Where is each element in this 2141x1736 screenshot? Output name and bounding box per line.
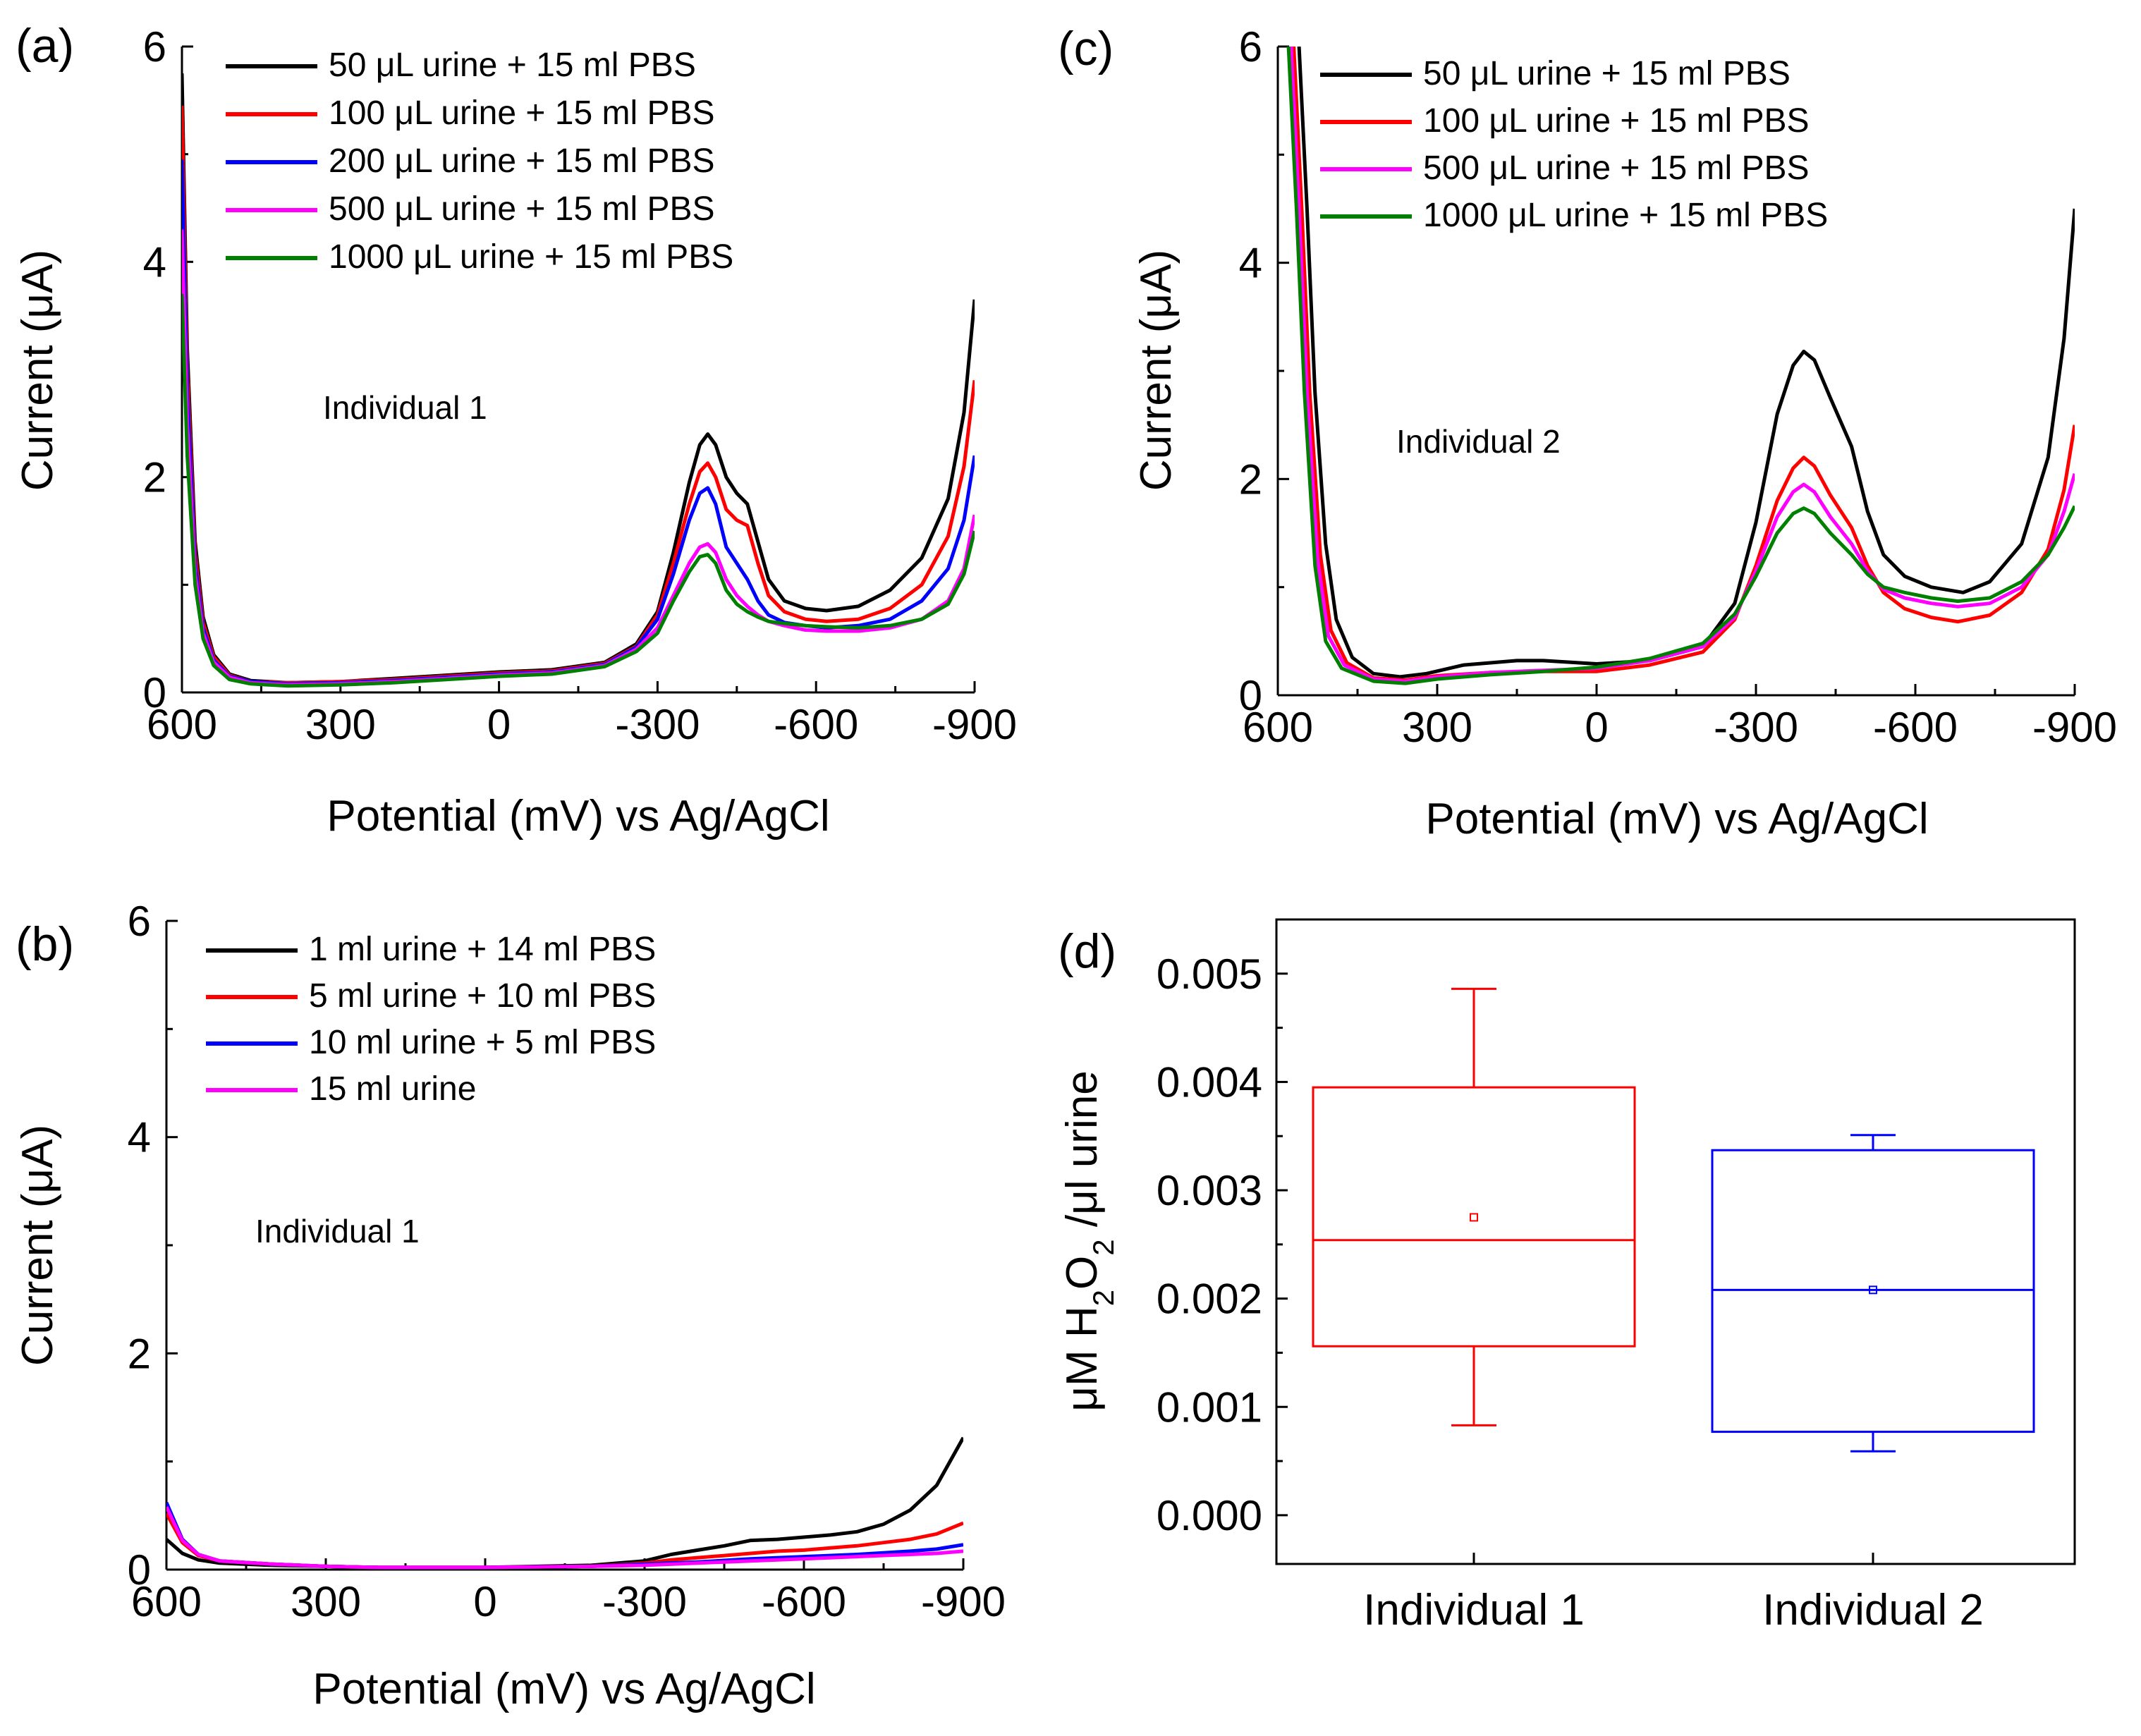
x-tick-label: -600 <box>1873 704 1958 751</box>
x-tick-label: -300 <box>1714 704 1798 751</box>
legend: 1 ml urine + 14 ml PBS 5 ml urine + 10 ml… <box>206 931 656 1108</box>
mean-marker <box>1869 1285 1877 1295</box>
legend-label: 100 μL urine + 15 ml PBS <box>329 94 715 132</box>
x-tick-label: -600 <box>762 1578 846 1625</box>
x-tick-label: -600 <box>774 701 858 748</box>
x-category-label: Individual 1 <box>1363 1586 1585 1634</box>
x-tick-label: -300 <box>615 701 700 748</box>
x-tick-label: 300 <box>291 1578 361 1625</box>
panel-b: 600 300 0 -300 -600 -900 0 2 4 6 1 ml urine + 14 m… <box>13 898 1006 1713</box>
legend-label: 200 μL urine + 15 ml PBS <box>329 142 715 180</box>
box-1 <box>1312 987 1636 1426</box>
y-tick-label: 6 <box>1239 23 1262 71</box>
legend-label: 50 μL urine + 15 ml PBS <box>1423 55 1791 92</box>
y-tick-label: 0 <box>128 1546 151 1594</box>
series-line <box>1292 47 2075 682</box>
panel-label: (a) <box>16 19 74 73</box>
y-tick-label: 0 <box>143 669 166 716</box>
y-axis-title: μM H2O2 /μl urine <box>1058 1070 1120 1411</box>
iqr-box <box>1711 1149 2035 1434</box>
y-axis-title-part: O <box>1058 1256 1106 1290</box>
y-tick-label: 4 <box>143 238 166 286</box>
y-axis-title-subscript: 2 <box>1087 1290 1120 1306</box>
x-axis-title: Potential (mV) vs Ag/AgCl <box>1425 795 1928 843</box>
x-tick-label: -900 <box>932 701 1017 748</box>
series-line <box>182 294 975 688</box>
series-line <box>1297 47 2075 679</box>
y-tick-label: 2 <box>1239 456 1262 503</box>
x-tick-label: 0 <box>1585 704 1608 751</box>
legend-label: 1 ml urine + 14 ml PBS <box>309 931 656 968</box>
y-tick-label: 0.002 <box>1157 1276 1262 1323</box>
legend-label: 1000 μL urine + 15 ml PBS <box>1423 197 1828 234</box>
y-tick-label: 0.000 <box>1157 1492 1262 1539</box>
y-axis-title-part: /μl urine <box>1058 1070 1106 1239</box>
x-category-label: Individual 2 <box>1762 1586 1984 1634</box>
series-line <box>1286 47 2075 685</box>
legend-label: 500 μL urine + 15 ml PBS <box>1423 149 1810 187</box>
y-tick-label: 2 <box>128 1330 151 1377</box>
y-tick-label: 0.001 <box>1157 1383 1262 1431</box>
legend-label: 50 μL urine + 15 ml PBS <box>329 47 696 84</box>
mean-marker <box>1470 1213 1478 1222</box>
x-tick-label: 300 <box>1402 704 1472 751</box>
legend-label: 1000 μL urine + 15 ml PBS <box>329 238 733 276</box>
panel-a: 600 300 0 -300 -600 -900 0 2 4 6 50 μL urine + 15 … <box>13 19 1017 841</box>
y-tick-label: 6 <box>128 898 151 945</box>
y-tick-label: 0.003 <box>1157 1167 1262 1214</box>
plot-frame <box>1275 918 2076 1565</box>
x-tick-label: 0 <box>473 1578 496 1625</box>
y-tick-label: 0.004 <box>1157 1058 1262 1106</box>
legend: 50 μL urine + 15 ml PBS 100 μL urine + 15… <box>226 47 733 276</box>
panel-label: (c) <box>1058 22 1114 75</box>
individual-annotation: Individual 2 <box>1396 423 1561 460</box>
x-tick-label: 0 <box>487 701 511 748</box>
legend: 50 μL urine + 15 ml PBS 100 μL urine + 15… <box>1320 55 1828 234</box>
individual-annotation: Individual 1 <box>323 389 487 426</box>
legend-label: 500 μL urine + 15 ml PBS <box>329 190 715 228</box>
x-tick-label: 600 <box>1243 704 1313 751</box>
x-tick-label: -900 <box>2032 704 2117 751</box>
panel-c: 600 300 0 -300 -600 -900 0 2 4 6 50 μL urine + 15 … <box>1058 22 2117 843</box>
y-axis-title-subscript: 2 <box>1087 1239 1120 1255</box>
x-tick-label: -300 <box>602 1578 687 1625</box>
y-tick-label: 4 <box>1239 240 1262 287</box>
series-line <box>1289 47 2075 683</box>
y-tick-label: 6 <box>143 23 166 71</box>
y-tick-label: 0 <box>1239 672 1262 719</box>
x-axis-title: Potential (mV) vs Ag/AgCl <box>327 792 829 841</box>
legend-label: 10 ml urine + 5 ml PBS <box>309 1024 656 1061</box>
legend-label: 5 ml urine + 10 ml PBS <box>309 977 656 1015</box>
panel-label: (b) <box>16 917 74 971</box>
panel-label: (d) <box>1058 924 1116 978</box>
x-tick-label: 600 <box>131 1578 202 1625</box>
y-tick-label: 4 <box>128 1114 151 1161</box>
y-tick-label: 0.005 <box>1157 950 1262 998</box>
y-axis-title-part: μM H <box>1058 1306 1106 1411</box>
y-axis-title: Current (μA) <box>1132 250 1181 491</box>
x-tick-label: 300 <box>305 701 376 748</box>
x-axis-title: Potential (mV) vs Ag/AgCl <box>312 1665 815 1713</box>
y-tick-label: 2 <box>143 454 166 501</box>
x-tick-label: 600 <box>147 701 217 748</box>
legend-label: 15 ml urine <box>309 1070 476 1108</box>
y-axis-title: Current (μA) <box>13 250 62 491</box>
legend-label: 100 μL urine + 15 ml PBS <box>1423 102 1810 140</box>
individual-annotation: Individual 1 <box>255 1213 420 1249</box>
y-axis-title: Current (μA) <box>13 1125 62 1366</box>
iqr-box <box>1312 1086 1636 1347</box>
x-tick-label: -900 <box>921 1578 1006 1625</box>
series-line <box>166 1506 963 1570</box>
panel-d: 0.000 0.001 0.002 0.003 0.004 0.005 Individual… <box>1058 918 2076 1634</box>
box-2 <box>1711 1134 2035 1453</box>
